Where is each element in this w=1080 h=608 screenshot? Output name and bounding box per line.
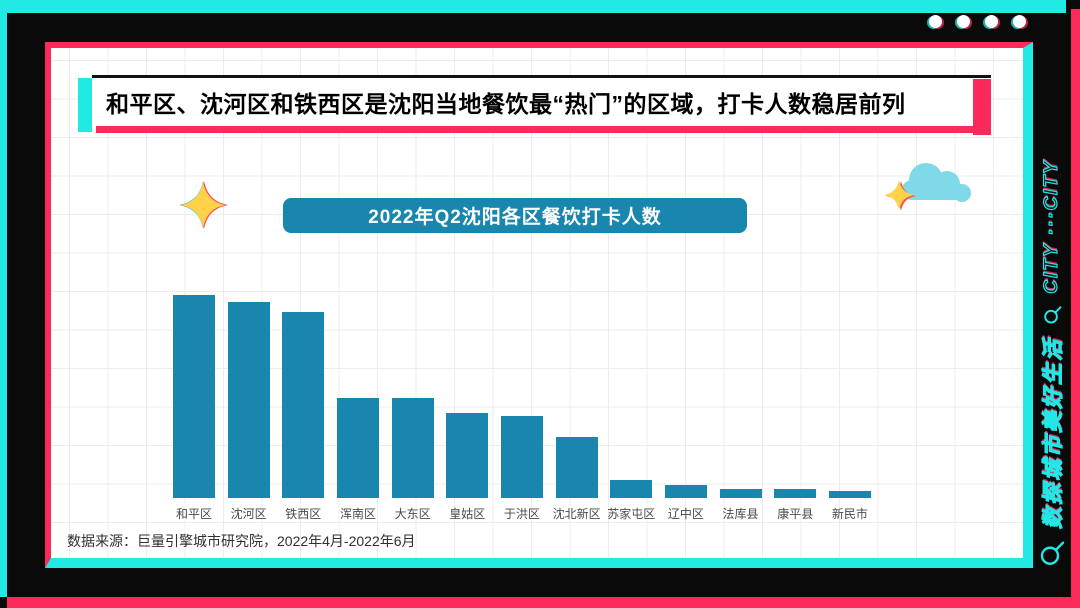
banner-underline: [96, 126, 973, 133]
bar-chart: 和平区 沈河区 铁西区 浑南区 大东区 皇姑区 于洪区 沈北新区 苏家屯区 辽中区 法库县 康平县 新民…: [167, 293, 877, 522]
bar-label: 法库县: [722, 507, 759, 521]
bar-column: 沈河区: [222, 293, 276, 522]
bar-column: 苏家屯区: [604, 293, 658, 522]
bar-column: 康平县: [768, 293, 822, 522]
bar-column: 铁西区: [276, 293, 330, 522]
window-dot: [929, 15, 942, 28]
bar-label: 苏家屯区: [607, 507, 656, 521]
bar-column: 浑南区: [331, 293, 385, 522]
bar-label: 康平县: [777, 507, 814, 521]
bar: [555, 437, 598, 498]
bar-label: 大东区: [394, 507, 431, 521]
bar-column: 辽中区: [659, 293, 713, 522]
left-accent-bar: [0, 13, 7, 597]
bar: [500, 415, 543, 498]
magnifier-icon-small: [1043, 306, 1061, 324]
data-source-note: 数据来源：巨量引擎城市研究院，2022年4月-2022年6月: [67, 533, 416, 549]
bar-label: 和平区: [175, 507, 212, 521]
bar: [391, 397, 434, 498]
headline-box: 和平区、沈河区和铁西区是沈阳当地餐饮最“热门”的区域，打卡人数稳居前列: [92, 75, 991, 126]
sparkle-small-icon: [884, 180, 916, 211]
bar-label: 铁西区: [285, 507, 322, 521]
bar: [664, 484, 707, 498]
bar: [173, 295, 215, 498]
bar-column: 大东区: [386, 293, 440, 522]
bar-label: 浑南区: [339, 507, 376, 521]
bar-label: 沈北新区: [552, 507, 601, 521]
chart-title-badge: 2022年Q2沈阳各区餐饮打卡人数: [283, 198, 747, 233]
bar-label: 新民市: [831, 507, 868, 521]
window-dots: [929, 15, 1026, 28]
bar-column: 皇姑区: [440, 293, 494, 522]
tagline-en: CITY ···CITY: [1040, 159, 1062, 295]
window-dot: [985, 15, 998, 28]
magnifier-icon-large: [1040, 541, 1065, 565]
headline-banner: 和平区、沈河区和铁西区是沈阳当地餐饮最“热门”的区域，打卡人数稳居前列: [78, 75, 991, 135]
bar-column: 和平区: [167, 293, 221, 522]
bar: [719, 488, 762, 498]
bar-column: 法库县: [714, 293, 768, 522]
bar-column: 于洪区: [495, 293, 549, 522]
bar: [610, 479, 653, 498]
bar-label: 辽中区: [667, 507, 704, 521]
bar: [446, 412, 489, 498]
bar: [336, 397, 379, 498]
bar-column: 沈北新区: [550, 293, 604, 522]
bar: [774, 488, 817, 498]
bottom-accent-bar: [7, 597, 1080, 608]
right-accent-bar: [1071, 9, 1080, 608]
sparkle-icon: [179, 180, 229, 235]
bar-column: 新民市: [823, 293, 877, 522]
cloud-icon: [884, 156, 980, 219]
tagline-cn: 数探城市美好生活: [1041, 336, 1065, 529]
grid-surface: 和平区、沈河区和铁西区是沈阳当地餐饮最“热门”的区域，打卡人数稳居前列: [51, 48, 1023, 558]
bar-label: 皇姑区: [449, 507, 486, 521]
chart-title: 2022年Q2沈阳各区餐饮打卡人数: [368, 207, 662, 228]
window-dot: [957, 15, 970, 28]
bar: [227, 302, 270, 498]
banner-accent-right: [973, 79, 991, 135]
window-dot: [1013, 15, 1026, 28]
headline-text: 和平区、沈河区和铁西区是沈阳当地餐饮最“热门”的区域，打卡人数稳居前列: [106, 91, 906, 117]
banner-accent-left: [78, 78, 92, 132]
bar-label: 沈河区: [230, 507, 267, 521]
content-card: 和平区、沈河区和铁西区是沈阳当地餐饮最“热门”的区域，打卡人数稳居前列: [45, 42, 1033, 568]
top-accent-bar: [0, 0, 1066, 13]
bar-label: 于洪区: [503, 507, 540, 521]
bar: [828, 490, 871, 498]
bar: [282, 312, 325, 498]
